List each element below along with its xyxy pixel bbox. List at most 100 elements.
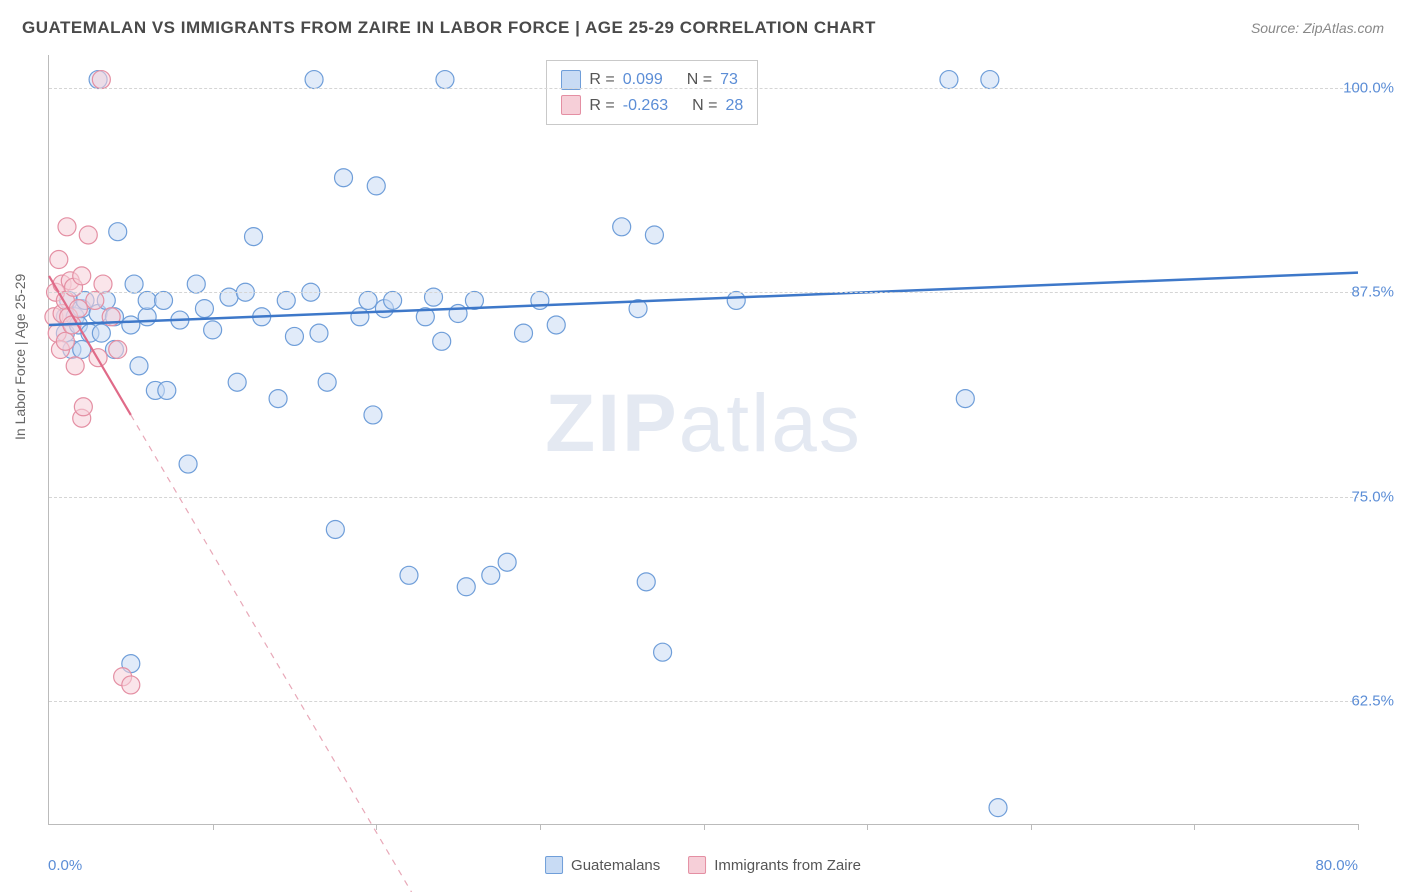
data-point	[613, 218, 631, 236]
data-point	[195, 300, 213, 318]
y-tick-label: 75.0%	[1351, 488, 1394, 505]
legend-item-guatemalans: Guatemalans	[545, 856, 660, 874]
data-point	[86, 291, 104, 309]
data-point	[58, 218, 76, 236]
data-point	[364, 406, 382, 424]
data-point	[498, 553, 516, 571]
gridline-h	[49, 497, 1358, 498]
data-point	[130, 357, 148, 375]
data-point	[122, 676, 140, 694]
data-point	[138, 291, 156, 309]
data-point	[155, 291, 173, 309]
gridline-h	[49, 292, 1358, 293]
data-point	[79, 226, 97, 244]
data-point	[637, 573, 655, 591]
plot-area: ZIPatlas R = 0.099 N = 73 R = -0.263 N =…	[48, 55, 1358, 825]
y-tick-label: 87.5%	[1351, 284, 1394, 301]
n-value-zaire: 28	[725, 93, 743, 119]
data-point	[285, 327, 303, 345]
data-point	[109, 341, 127, 359]
data-point	[187, 275, 205, 293]
data-point	[94, 275, 112, 293]
data-point	[989, 799, 1007, 817]
data-point	[515, 324, 533, 342]
x-tick	[1358, 824, 1359, 830]
stats-legend-box: R = 0.099 N = 73 R = -0.263 N = 28	[546, 60, 758, 125]
legend-label-guatemalans: Guatemalans	[571, 857, 660, 874]
chart-title: GUATEMALAN VS IMMIGRANTS FROM ZAIRE IN L…	[22, 18, 876, 38]
data-point	[425, 288, 443, 306]
gridline-h	[49, 88, 1358, 89]
n-label: N =	[692, 93, 717, 119]
data-point	[436, 71, 454, 89]
data-point	[351, 308, 369, 326]
data-point	[74, 398, 92, 416]
data-point	[384, 291, 402, 309]
data-point	[228, 373, 246, 391]
data-point	[326, 520, 344, 538]
data-point	[981, 71, 999, 89]
x-tick	[376, 824, 377, 830]
n-value-guatemalans: 73	[720, 67, 738, 93]
data-point	[109, 223, 127, 241]
data-point	[220, 288, 238, 306]
x-tick	[1031, 824, 1032, 830]
r-label: R =	[589, 93, 614, 119]
data-point	[305, 71, 323, 89]
data-point	[359, 291, 377, 309]
r-value-guatemalans: 0.099	[623, 67, 663, 93]
scatter-svg	[49, 55, 1358, 824]
data-point	[179, 455, 197, 473]
legend-swatch-guatemalans	[545, 856, 563, 874]
source-attribution: Source: ZipAtlas.com	[1251, 20, 1384, 36]
data-point	[158, 381, 176, 399]
data-point	[367, 177, 385, 195]
gridline-h	[49, 701, 1358, 702]
data-point	[138, 308, 156, 326]
data-point	[457, 578, 475, 596]
stats-row-guatemalans: R = 0.099 N = 73	[561, 67, 743, 93]
data-point	[56, 332, 74, 350]
data-point	[547, 316, 565, 334]
data-point	[645, 226, 663, 244]
data-point	[956, 390, 974, 408]
data-point	[310, 324, 328, 342]
data-point	[940, 71, 958, 89]
y-tick-label: 62.5%	[1351, 693, 1394, 710]
data-point	[92, 324, 110, 342]
data-point	[269, 390, 287, 408]
data-point	[66, 357, 84, 375]
legend-swatch-zaire	[688, 856, 706, 874]
x-tick	[704, 824, 705, 830]
x-axis-min-label: 0.0%	[48, 857, 82, 874]
data-point	[277, 291, 295, 309]
r-value-zaire: -0.263	[623, 93, 668, 119]
x-tick	[867, 824, 868, 830]
legend-label-zaire: Immigrants from Zaire	[714, 857, 861, 874]
data-point	[73, 267, 91, 285]
legend-item-zaire: Immigrants from Zaire	[688, 856, 861, 874]
data-point	[335, 169, 353, 187]
x-tick	[1194, 824, 1195, 830]
data-point	[654, 643, 672, 661]
x-tick	[213, 824, 214, 830]
data-point	[727, 291, 745, 309]
data-point	[318, 373, 336, 391]
data-point	[125, 275, 143, 293]
y-axis-label: In Labor Force | Age 25-29	[12, 274, 28, 440]
data-point	[400, 566, 418, 584]
trend-line	[131, 415, 458, 892]
bottom-legend: Guatemalans Immigrants from Zaire	[545, 856, 861, 874]
data-point	[482, 566, 500, 584]
n-label: N =	[687, 67, 712, 93]
data-point	[50, 251, 68, 269]
data-point	[433, 332, 451, 350]
data-point	[92, 71, 110, 89]
data-point	[204, 321, 222, 339]
data-point	[245, 228, 263, 246]
x-tick	[540, 824, 541, 830]
x-axis-max-label: 80.0%	[1315, 857, 1358, 874]
r-label: R =	[589, 67, 614, 93]
data-point	[122, 316, 140, 334]
y-tick-label: 100.0%	[1343, 79, 1394, 96]
